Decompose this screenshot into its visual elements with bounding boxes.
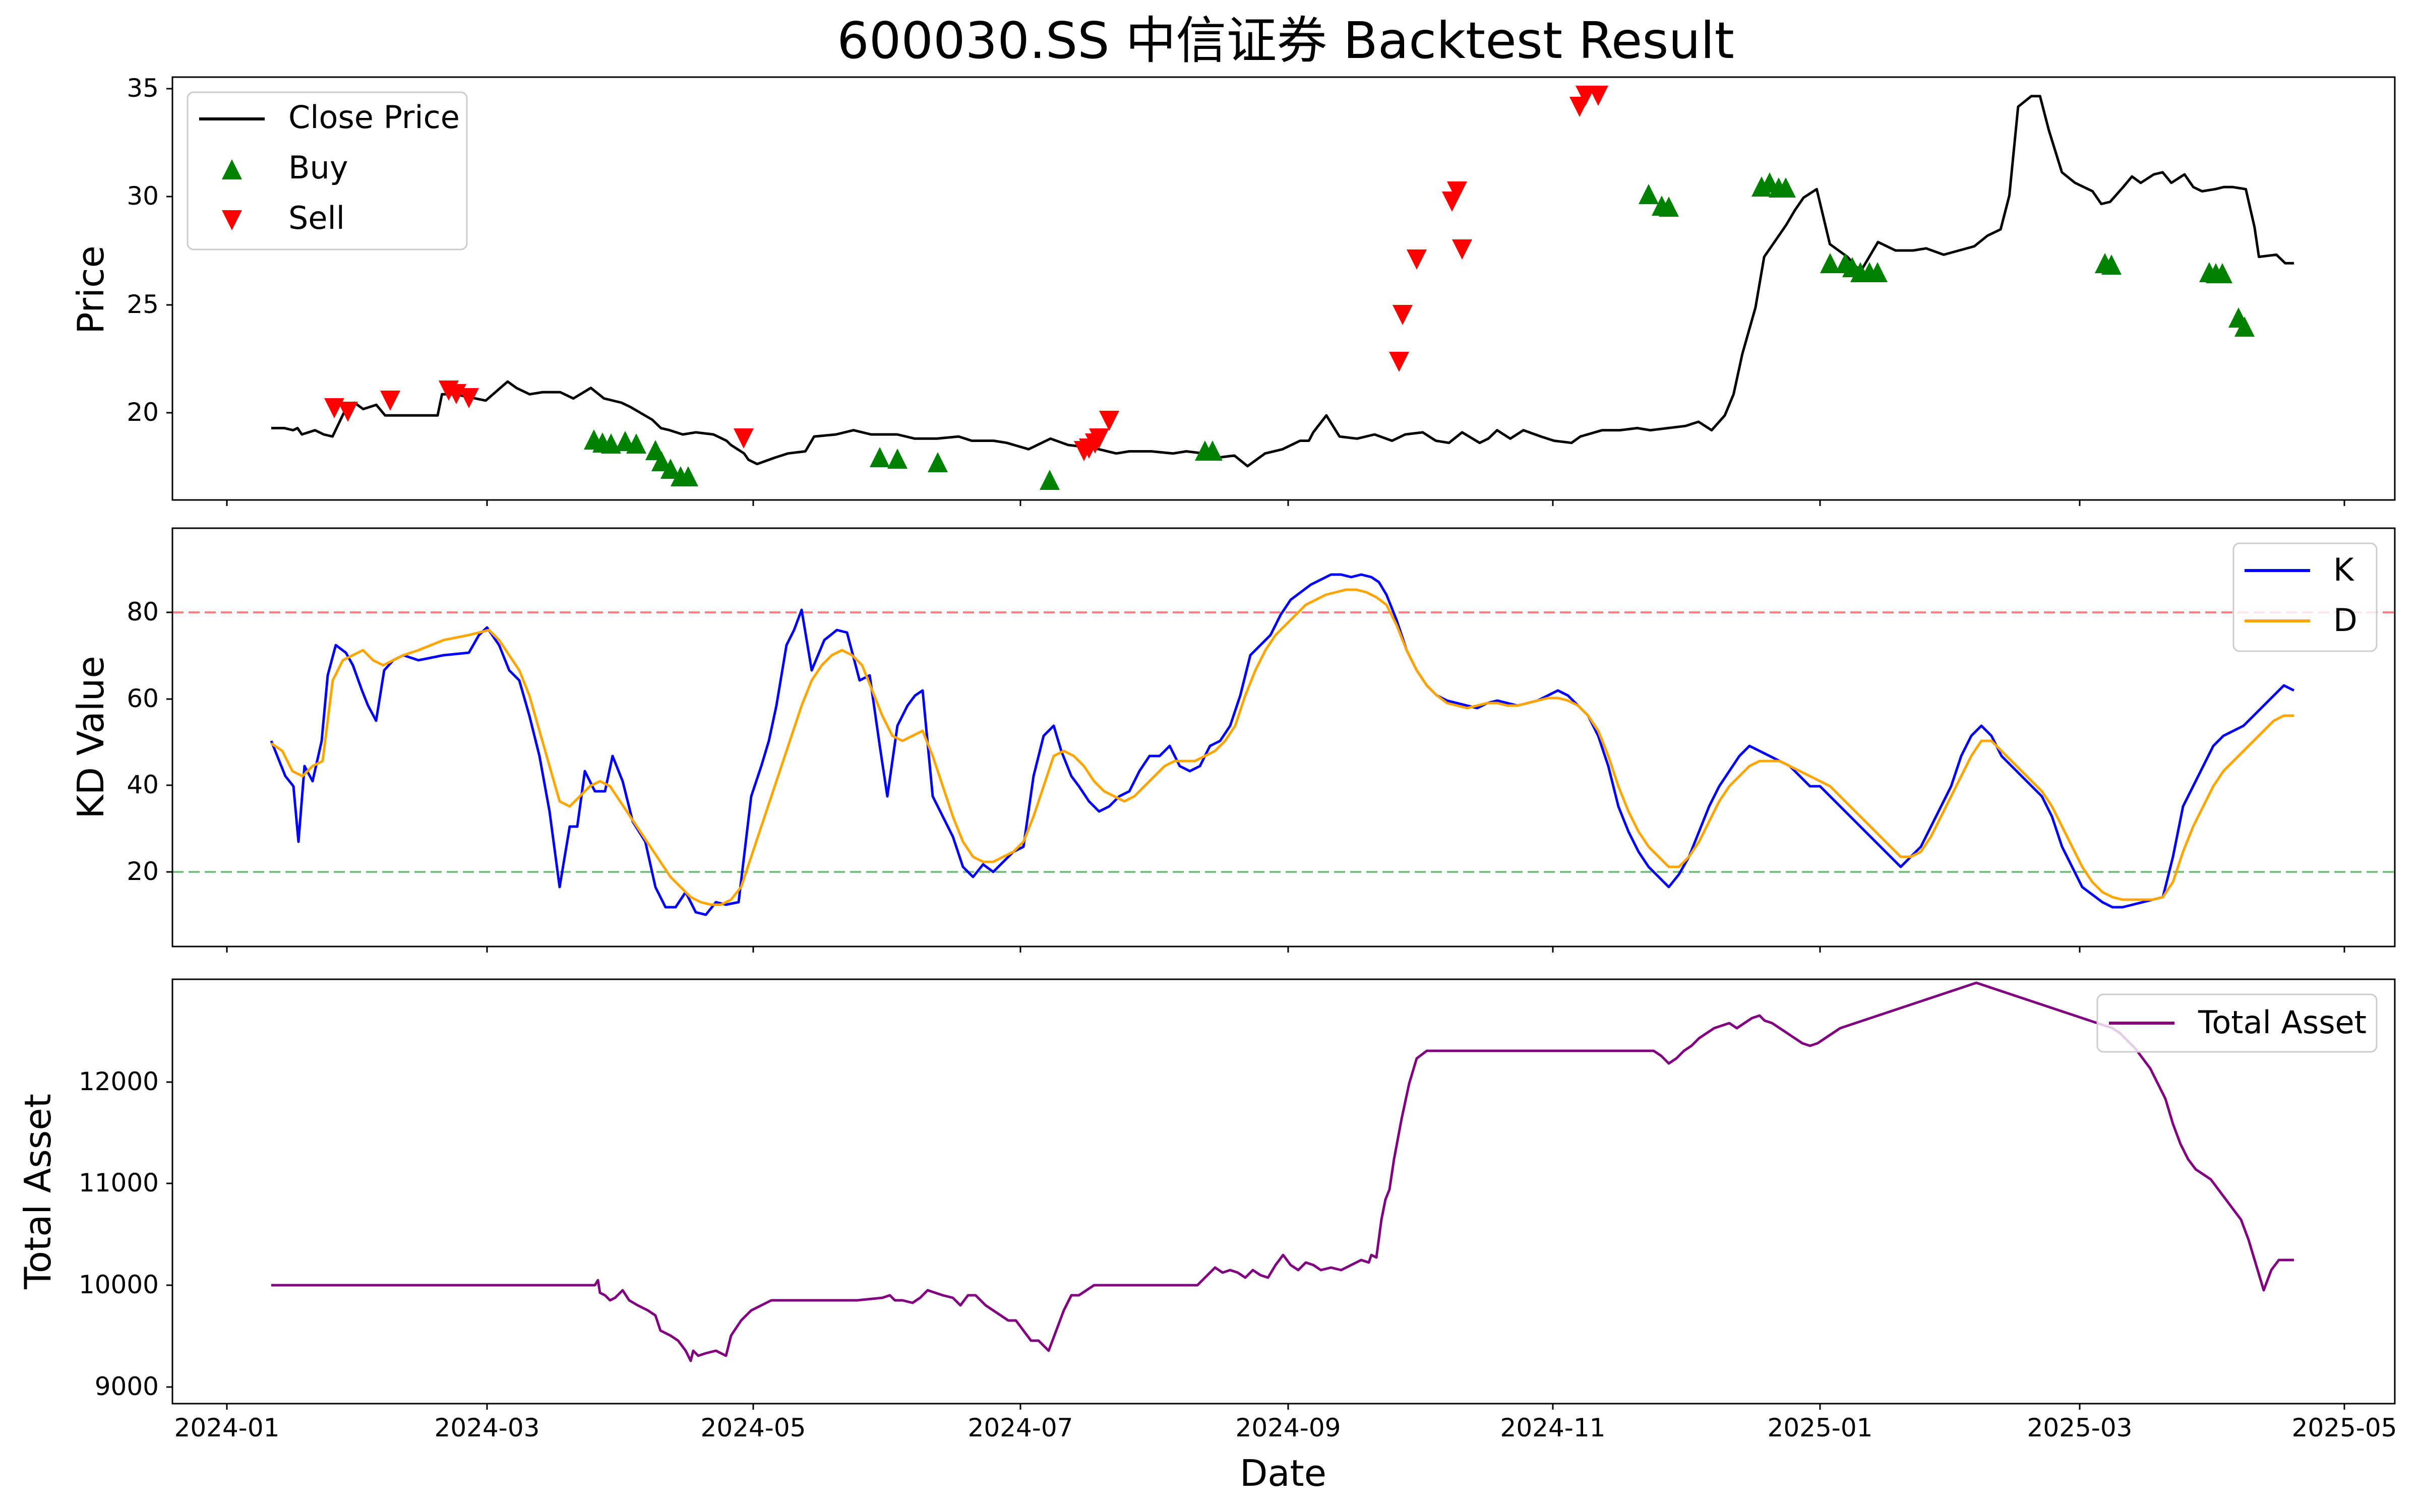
buy-marker bbox=[1659, 197, 1679, 217]
buy-marker bbox=[660, 459, 681, 479]
sell-marker bbox=[1407, 249, 1427, 270]
sell-marker bbox=[1099, 411, 1119, 431]
legend-buy-marker bbox=[222, 159, 242, 179]
x-tick-label: 2024-07 bbox=[968, 1413, 1073, 1442]
buy-marker bbox=[928, 452, 948, 472]
sell-marker bbox=[380, 391, 400, 411]
buy-marker bbox=[1202, 440, 1223, 461]
x-tick-label: 2025-01 bbox=[1768, 1413, 1873, 1442]
asset-panel: 12000 11000 10000 9000 Total Asset 2024-… bbox=[17, 978, 2397, 1494]
price-y-tick-label: 35 bbox=[127, 74, 159, 103]
asset-y-tick-label: 12000 bbox=[79, 1067, 159, 1096]
sell-marker bbox=[1447, 181, 1467, 202]
kd-legend: K D bbox=[2232, 542, 2378, 652]
kd-y-tick-label: 20 bbox=[127, 857, 159, 886]
x-tick-label: 2025-03 bbox=[2027, 1413, 2133, 1442]
buy-marker bbox=[626, 433, 646, 454]
kd-y-axis-label: KD Value bbox=[70, 656, 112, 818]
legend-sell-marker bbox=[222, 210, 242, 230]
buy-marker bbox=[2212, 263, 2232, 283]
price-y-tick-label: 30 bbox=[127, 181, 159, 211]
asset-y-tick-label: 9000 bbox=[95, 1372, 159, 1401]
legend-total-asset-label: Total Asset bbox=[2198, 1004, 2367, 1041]
x-tick-label: 2024-05 bbox=[701, 1413, 806, 1442]
price-y-tick-label: 20 bbox=[127, 398, 159, 427]
close-price-line bbox=[271, 95, 2294, 468]
price-y-tick-label: 25 bbox=[127, 290, 159, 319]
x-axis-label: Date bbox=[1240, 1452, 1326, 1494]
price-panel: 35 30 25 20 Price Close Price Buy Sell bbox=[70, 74, 2396, 506]
buy-marker bbox=[651, 451, 672, 471]
x-tick-label: 2024-11 bbox=[1500, 1413, 1606, 1442]
figure-title: 600030.SS 中信证券 Backtest Result bbox=[837, 11, 1734, 70]
price-axes-frame bbox=[171, 76, 2396, 501]
asset-legend-box bbox=[2096, 993, 2378, 1053]
trade-markers-layer bbox=[324, 86, 2255, 490]
buy-marker bbox=[2234, 317, 2255, 337]
k-line bbox=[270, 573, 2295, 916]
x-tick-label: 2024-03 bbox=[435, 1413, 540, 1442]
buy-marker bbox=[1040, 470, 1060, 490]
buy-marker bbox=[601, 433, 621, 454]
kd-y-tick-label: 40 bbox=[127, 770, 159, 799]
sell-marker bbox=[459, 388, 479, 408]
d-line bbox=[270, 588, 2294, 906]
price-legend-box bbox=[187, 91, 468, 250]
asset-y-axis-label: Total Asset bbox=[17, 1094, 59, 1290]
buy-marker bbox=[870, 447, 890, 467]
kd-x-ticks bbox=[226, 947, 2345, 953]
legend-close-price-label: Close Price bbox=[288, 99, 460, 136]
buy-marker bbox=[887, 449, 908, 469]
buy-marker bbox=[1639, 184, 1659, 204]
asset-y-tick-label: 10000 bbox=[79, 1270, 159, 1299]
sell-marker bbox=[734, 428, 754, 449]
legend-sell-label: Sell bbox=[288, 200, 345, 236]
kd-axes-frame bbox=[171, 527, 2396, 948]
kd-y-tick-label: 80 bbox=[127, 597, 159, 626]
buy-marker bbox=[1820, 253, 1840, 273]
x-tick-label: 2025-05 bbox=[2292, 1413, 2397, 1442]
buy-marker bbox=[678, 466, 698, 486]
sell-marker bbox=[1089, 428, 1109, 449]
asset-y-tick-label: 11000 bbox=[79, 1168, 159, 1198]
sell-marker bbox=[1389, 352, 1409, 372]
sell-marker bbox=[1588, 86, 1608, 106]
legend-d-label: D bbox=[2333, 602, 2357, 639]
buy-marker bbox=[1776, 177, 1796, 198]
asset-axes-frame bbox=[171, 978, 2396, 1405]
asset-y-axis: 12000 11000 10000 9000 Total Asset bbox=[17, 1067, 172, 1401]
x-tick-label: 2024-09 bbox=[1236, 1413, 1341, 1442]
price-legend: Close Price Buy Sell bbox=[187, 91, 468, 250]
price-y-axis: 35 30 25 20 Price bbox=[70, 74, 172, 427]
kd-y-tick-label: 60 bbox=[127, 684, 159, 713]
legend-buy-label: Buy bbox=[288, 149, 348, 186]
buy-marker bbox=[1867, 262, 1888, 282]
asset-x-axis: 2024-01 2024-03 2024-05 2024-07 2024-09 … bbox=[174, 1404, 2397, 1494]
kd-panel: 80 60 40 20 KD Value K D bbox=[70, 527, 2396, 953]
buy-marker bbox=[2101, 255, 2122, 275]
legend-k-label: K bbox=[2333, 551, 2354, 588]
total-asset-line bbox=[271, 981, 2294, 1362]
price-series-layer bbox=[271, 95, 2294, 468]
x-tick-label: 2024-01 bbox=[174, 1413, 280, 1442]
kd-y-axis: 80 60 40 20 KD Value bbox=[70, 597, 172, 886]
price-x-ticks bbox=[226, 500, 2345, 506]
asset-legend: Total Asset bbox=[2096, 993, 2378, 1053]
price-y-axis-label: Price bbox=[70, 245, 112, 334]
sell-marker bbox=[338, 402, 358, 422]
sell-marker bbox=[1393, 305, 1413, 325]
sell-marker bbox=[1452, 239, 1472, 260]
